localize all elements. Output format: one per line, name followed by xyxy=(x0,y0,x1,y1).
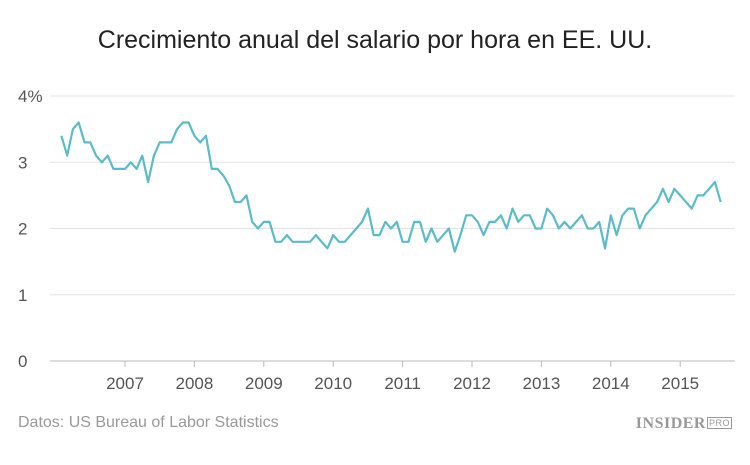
x-tick-label: 2013 xyxy=(522,374,560,393)
x-tick-label: 2008 xyxy=(175,374,213,393)
insider-pro-logo: INSIDER PRO xyxy=(636,415,732,433)
wage-growth-line xyxy=(60,121,722,253)
y-tick-label: 0 xyxy=(18,352,27,371)
y-tick-label: 1 xyxy=(18,286,27,305)
y-tick-label: 2 xyxy=(18,220,27,239)
chart-title: Crecimiento anual del salario por hora e… xyxy=(97,26,653,54)
x-tick-label: 2014 xyxy=(592,374,630,393)
x-tick-label: 2011 xyxy=(384,374,421,393)
x-tick-label: 2015 xyxy=(661,374,699,393)
x-tick-label: 2007 xyxy=(106,374,144,393)
logo-sub: PRO xyxy=(706,417,732,429)
source-note: Datos: US Bureau of Labor Statistics xyxy=(18,414,279,431)
x-tick-label: 2010 xyxy=(314,374,352,393)
y-tick-label: 4% xyxy=(18,87,43,106)
x-tick-label: 2009 xyxy=(245,374,283,393)
logo-main: INSIDER xyxy=(635,415,706,432)
x-tick-label: 2012 xyxy=(453,374,491,393)
y-tick-label: 3 xyxy=(18,153,27,172)
